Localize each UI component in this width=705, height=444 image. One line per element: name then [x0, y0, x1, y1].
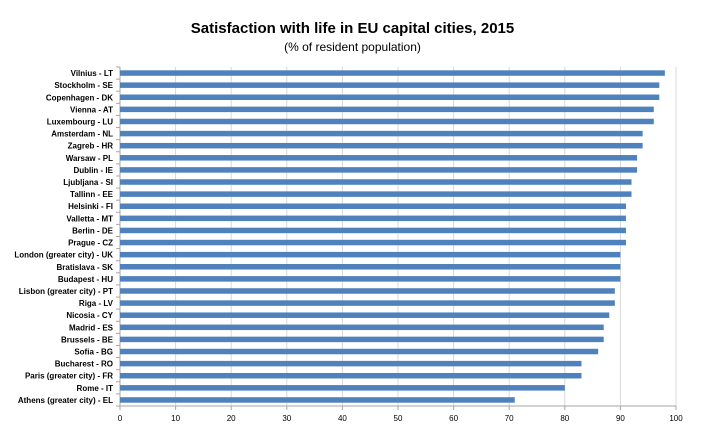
- bar: [120, 264, 621, 270]
- category-label: Ljubljana - SI: [63, 178, 113, 187]
- x-tick-label: 30: [282, 414, 291, 423]
- bar: [120, 360, 582, 367]
- bar: [120, 191, 632, 197]
- bar: [120, 227, 626, 234]
- category-label: Amsterdam - NL: [51, 130, 113, 139]
- category-label: Nicosia - CY: [66, 311, 113, 320]
- category-label: London (greater city) - UK: [14, 251, 113, 260]
- chart-subtitle: (% of resident population): [284, 40, 421, 54]
- x-tick-label: 70: [505, 414, 514, 423]
- bar: [120, 106, 654, 113]
- category-label: Rome - IT: [77, 384, 114, 393]
- category-label: Lisbon (greater city) - PT: [19, 287, 113, 296]
- bar: [120, 203, 626, 209]
- bar: [120, 251, 621, 258]
- bar: [120, 70, 665, 76]
- category-label: Brussels - BE: [61, 335, 114, 344]
- category-label: Madrid - ES: [69, 323, 114, 332]
- category-label: Riga - LV: [79, 299, 114, 308]
- x-tick-label: 80: [560, 414, 569, 423]
- bar: [120, 385, 565, 391]
- bar: [120, 155, 638, 161]
- bar: [120, 94, 660, 101]
- bar: [120, 276, 621, 282]
- bar: [120, 167, 638, 173]
- category-label: Valletta - MT: [66, 214, 113, 223]
- category-label: Budapest - HU: [58, 275, 113, 284]
- bar: [120, 336, 604, 343]
- category-label: Dublin - IE: [73, 166, 113, 175]
- bar: [120, 179, 632, 185]
- x-tick-label: 10: [171, 414, 180, 423]
- x-tick-label: 50: [394, 414, 403, 423]
- bar: [120, 324, 604, 331]
- bar: [120, 118, 654, 125]
- category-label: Sofia - BG: [74, 348, 113, 357]
- category-label: Tallinn - EE: [70, 190, 114, 199]
- category-label: Luxembourg - LU: [47, 117, 113, 126]
- category-label: Helsinki - FI: [68, 202, 113, 211]
- x-tick-label: 100: [669, 414, 683, 423]
- category-label: Paris (greater city) - FR: [25, 372, 113, 381]
- x-tick-label: 20: [227, 414, 236, 423]
- bar: [120, 142, 643, 149]
- category-label: Warsaw - PL: [66, 154, 113, 163]
- category-label: Vilnius - LT: [71, 69, 113, 78]
- x-tick-label: 40: [338, 414, 347, 423]
- bar: [120, 372, 582, 379]
- chart-title: Satisfaction with life in EU capital cit…: [190, 20, 515, 37]
- category-label: Berlin - DE: [72, 226, 114, 235]
- x-tick-label: 60: [449, 414, 458, 423]
- category-label: Bratislava - SK: [57, 263, 114, 272]
- bar: [120, 130, 643, 137]
- category-label: Bucharest - RO: [55, 360, 113, 369]
- category-label: Athens (greater city) - EL: [18, 396, 113, 405]
- bar: [120, 312, 610, 318]
- bar: [120, 239, 626, 246]
- category-label: Zagreb - HR: [68, 142, 114, 151]
- x-tick-label: 90: [616, 414, 625, 423]
- bar: [120, 82, 660, 88]
- x-tick-label: 0: [118, 414, 123, 423]
- bar: [120, 348, 599, 355]
- category-label: Stockholm - SE: [54, 81, 113, 90]
- category-label: Copenhagen - DK: [46, 93, 113, 102]
- bar: [120, 397, 515, 403]
- bar: [120, 288, 615, 294]
- category-label: Prague - CZ: [68, 239, 113, 248]
- bar: [120, 215, 626, 222]
- bar: [120, 300, 615, 306]
- category-label: Vienna - AT: [70, 105, 113, 114]
